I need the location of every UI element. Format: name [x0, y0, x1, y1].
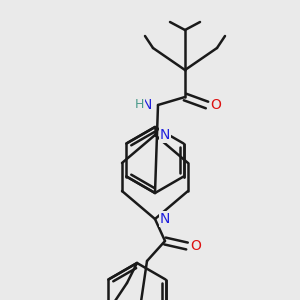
Text: N: N — [142, 98, 152, 112]
Text: H: H — [135, 98, 144, 112]
Text: O: O — [190, 239, 201, 253]
Text: O: O — [211, 98, 221, 112]
Text: N: N — [160, 128, 170, 142]
Text: N: N — [160, 212, 170, 226]
